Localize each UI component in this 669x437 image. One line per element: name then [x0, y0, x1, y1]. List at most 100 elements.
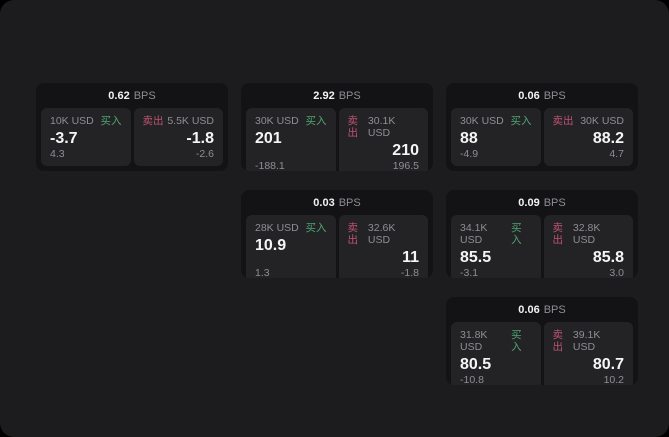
sell-sub-value: 196.5: [392, 160, 419, 171]
buy-panel-header: 34.1K USD 买入: [460, 222, 532, 246]
quote-card: 0.06 BPS 31.8K USD 买入 80.5 -10.8 卖出 39.1…: [446, 297, 638, 385]
bps-value: 0.09: [518, 196, 540, 209]
card-panels: 31.8K USD 买入 80.5 -10.8 卖出 39.1K USD 80.…: [446, 322, 638, 385]
sell-panel[interactable]: 卖出 32.6K USD 11 -1.8: [338, 215, 428, 278]
buy-panel[interactable]: 10K USD 买入 -3.7 4.3: [41, 108, 131, 166]
sell-side-label: 卖出: [347, 115, 359, 139]
bps-value: 0.62: [108, 89, 130, 102]
quote-card: 0.09 BPS 34.1K USD 买入 85.5 -3.1 卖出 32.8K…: [446, 190, 638, 278]
sell-sub-value: 10.2: [603, 374, 624, 385]
buy-panel[interactable]: 30K USD 买入 201 -188.1: [246, 108, 336, 171]
card-panels: 30K USD 买入 201 -188.1 卖出 30.1K USD 210 1…: [241, 108, 433, 171]
sell-sub-value: -2.6: [195, 148, 214, 160]
buy-panel[interactable]: 28K USD 买入 10.9 1.3: [246, 215, 336, 278]
sell-value: 88.2: [592, 130, 624, 147]
sell-panel-header: 卖出 30.1K USD: [348, 115, 420, 139]
card-header: 0.06 BPS: [446, 83, 638, 108]
sell-panel-header: 卖出 5.5K USD: [143, 115, 215, 127]
sell-value: 80.7: [592, 356, 624, 373]
sell-value: 85.8: [592, 249, 624, 266]
buy-panel-header: 28K USD 买入: [255, 222, 327, 234]
sell-panel[interactable]: 卖出 30K USD 88.2 4.7: [543, 108, 633, 166]
buy-sub-value: 4.3: [50, 148, 65, 160]
buy-panel-header: 10K USD 买入: [50, 115, 122, 127]
buy-amount: 30K USD: [460, 115, 504, 127]
sell-amount: 32.8K USD: [572, 222, 601, 246]
bps-value: 0.03: [313, 196, 335, 209]
buy-panel-header: 30K USD 买入: [460, 115, 532, 127]
cards-grid: 0.62 BPS 10K USD 买入 -3.7 4.3 卖出 5.5K USD…: [36, 83, 638, 385]
buy-panel-header: 30K USD 买入: [255, 115, 327, 127]
bps-unit: BPS: [543, 303, 566, 316]
sell-amount: 5.5K USD: [167, 115, 214, 127]
sell-sub-value: 4.7: [609, 148, 624, 160]
quote-card: 0.62 BPS 10K USD 买入 -3.7 4.3 卖出 5.5K USD…: [36, 83, 228, 171]
bps-unit: BPS: [543, 89, 566, 102]
buy-amount: 30K USD: [255, 115, 299, 127]
card-panels: 34.1K USD 买入 85.5 -3.1 卖出 32.8K USD 85.8…: [446, 215, 638, 278]
bps-unit: BPS: [338, 196, 361, 209]
card-header: 0.09 BPS: [446, 190, 638, 215]
buy-value: 80.5: [460, 356, 492, 373]
card-header: 0.03 BPS: [241, 190, 433, 215]
quote-card: 0.06 BPS 30K USD 买入 88 -4.9 卖出 30K USD 8…: [446, 83, 638, 171]
buy-panel[interactable]: 31.8K USD 买入 80.5 -10.8: [451, 322, 541, 385]
sell-amount: 32.6K USD: [367, 222, 396, 246]
quote-card: 0.03 BPS 28K USD 买入 10.9 1.3 卖出 32.6K US…: [241, 190, 433, 278]
card-header: 0.06 BPS: [446, 297, 638, 322]
buy-value: 85.5: [460, 249, 492, 266]
buy-panel-header: 31.8K USD 买入: [460, 329, 532, 353]
bps-value: 0.06: [518, 303, 540, 316]
sell-panel-header: 卖出 32.6K USD: [348, 222, 420, 246]
sell-amount: 30.1K USD: [367, 115, 396, 139]
sell-side-label: 卖出: [142, 115, 164, 127]
buy-side-label: 买入: [510, 115, 532, 127]
bps-value: 2.92: [313, 89, 335, 102]
bps-unit: BPS: [338, 89, 361, 102]
buy-sub-value: -4.9: [460, 148, 479, 160]
sell-panel[interactable]: 卖出 5.5K USD -1.8 -2.6: [133, 108, 223, 166]
card-panels: 30K USD 买入 88 -4.9 卖出 30K USD 88.2 4.7: [446, 108, 638, 171]
buy-value: -3.7: [50, 130, 78, 147]
sell-value: -1.8: [186, 130, 214, 147]
sell-side-label: 卖出: [347, 222, 359, 246]
sell-sub-value: -1.8: [400, 267, 419, 278]
bps-unit: BPS: [133, 89, 156, 102]
bps-unit: BPS: [543, 196, 566, 209]
buy-panel[interactable]: 30K USD 买入 88 -4.9: [451, 108, 541, 166]
sell-panel[interactable]: 卖出 32.8K USD 85.8 3.0: [543, 215, 633, 278]
sell-panel-header: 卖出 39.1K USD: [553, 329, 625, 353]
sell-panel-header: 卖出 32.8K USD: [553, 222, 625, 246]
card-header: 2.92 BPS: [241, 83, 433, 108]
buy-sub-value: -3.1: [460, 267, 479, 278]
card-panels: 10K USD 买入 -3.7 4.3 卖出 5.5K USD -1.8 -2.…: [36, 108, 228, 171]
buy-sub-value: 1.3: [255, 267, 270, 278]
sell-panel[interactable]: 卖出 30.1K USD 210 196.5: [338, 108, 428, 171]
sell-side-label: 卖出: [552, 222, 564, 246]
card-panels: 28K USD 买入 10.9 1.3 卖出 32.6K USD 11 -1.8: [241, 215, 433, 278]
sell-side-label: 卖出: [552, 115, 574, 127]
buy-value: 201: [255, 130, 282, 147]
sell-panel[interactable]: 卖出 39.1K USD 80.7 10.2: [543, 322, 633, 385]
sell-value: 11: [402, 249, 419, 266]
sell-side-label: 卖出: [552, 329, 564, 353]
buy-panel[interactable]: 34.1K USD 买入 85.5 -3.1: [451, 215, 541, 278]
buy-amount: 10K USD: [50, 115, 94, 127]
buy-side-label: 买入: [511, 222, 522, 246]
sell-amount: 39.1K USD: [572, 329, 601, 353]
card-header: 0.62 BPS: [36, 83, 228, 108]
buy-sub-value: -188.1: [255, 160, 285, 171]
buy-amount: 28K USD: [255, 222, 299, 234]
sell-panel-header: 卖出 30K USD: [553, 115, 625, 127]
quote-card: 2.92 BPS 30K USD 买入 201 -188.1 卖出 30.1K …: [241, 83, 433, 171]
sell-sub-value: 3.0: [609, 267, 624, 278]
buy-side-label: 买入: [305, 222, 327, 234]
buy-side-label: 买入: [305, 115, 327, 127]
buy-sub-value: -10.8: [460, 374, 484, 385]
sell-value: 210: [392, 142, 419, 159]
buy-amount: 34.1K USD: [460, 222, 488, 246]
buy-value: 10.9: [255, 237, 287, 254]
sell-amount: 30K USD: [580, 115, 624, 127]
buy-amount: 31.8K USD: [460, 329, 488, 353]
